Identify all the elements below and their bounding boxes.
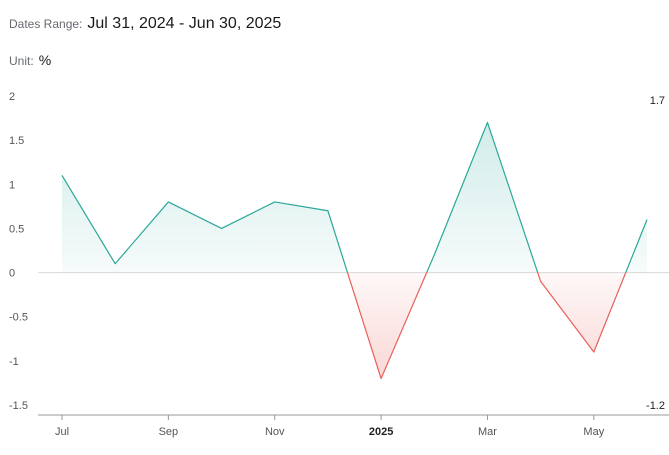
data-point (646, 218, 649, 221)
data-point (273, 200, 276, 203)
positive-area (62, 122, 647, 272)
series-line-negative (346, 272, 627, 380)
y-tick-label: -1.5 (9, 400, 28, 412)
unit-row: Unit: % (9, 52, 51, 68)
unit-label: Unit: (9, 54, 34, 68)
data-point (326, 209, 329, 212)
series-line-positive (61, 121, 648, 272)
data-point (380, 377, 383, 380)
x-tick-label: Sep (159, 426, 179, 438)
y-tick-label: 0 (9, 268, 15, 280)
data-point (114, 262, 117, 265)
x-tick-label: Nov (265, 426, 285, 438)
y-tick-label: 1 (9, 179, 15, 191)
date-range-label: Dates Range: (9, 17, 83, 31)
data-point (220, 227, 223, 230)
y-tick-label: -0.5 (9, 312, 28, 324)
date-range-row: Dates Range: Jul 31, 2024 - Jun 30, 2025 (9, 15, 281, 33)
data-point (433, 253, 436, 256)
data-point (486, 121, 489, 124)
x-tick-label: 2025 (369, 426, 393, 438)
y-tick-label: -1 (9, 356, 19, 368)
y-tick-label: 1.5 (9, 135, 24, 147)
data-point (539, 280, 542, 283)
data-point (61, 174, 64, 177)
y-axis-ticks: 2 1.5 1 0.5 0 -0.5 -1 -1.5 (9, 91, 28, 412)
min-value-label: -1.2 (646, 400, 665, 412)
x-tick-label: Jul (55, 426, 69, 438)
unit-value: % (38, 52, 52, 68)
date-range-value: Jul 31, 2024 - Jun 30, 2025 (87, 15, 282, 32)
data-point (592, 351, 595, 354)
max-value-label: 1.7 (650, 95, 665, 107)
data-point (167, 200, 170, 203)
x-tick-label: May (583, 426, 604, 438)
x-tick-label: Mar (478, 426, 497, 438)
x-axis-ticks: Jul Sep Nov 2025 Mar May (55, 415, 605, 438)
y-tick-label: 0.5 (9, 223, 24, 235)
y-tick-label: 2 (9, 91, 15, 103)
